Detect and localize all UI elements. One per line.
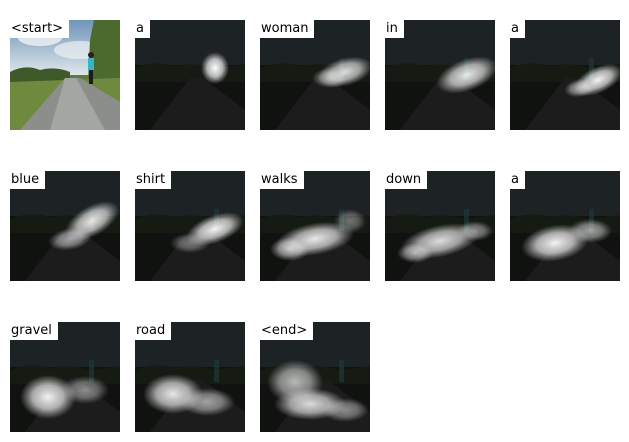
panel-image bbox=[510, 20, 620, 130]
panel-image bbox=[10, 20, 120, 130]
panel-start: <start> bbox=[10, 20, 120, 130]
panel-down: down bbox=[385, 171, 495, 281]
panel-gravel: gravel bbox=[10, 322, 120, 432]
panel-road: road bbox=[135, 322, 245, 432]
panel-a-3: a bbox=[510, 171, 620, 281]
panel-word: walks bbox=[260, 171, 304, 189]
panel-word: road bbox=[135, 322, 172, 340]
panel-word: in bbox=[385, 20, 404, 38]
panel-end: <end> bbox=[260, 322, 370, 432]
panel-word: woman bbox=[260, 20, 315, 38]
panel-word: <end> bbox=[260, 322, 314, 340]
panel-word: a bbox=[510, 171, 525, 189]
panel-word: <start> bbox=[10, 20, 70, 38]
panel-word: down bbox=[385, 171, 428, 189]
panel-word: blue bbox=[10, 171, 46, 189]
panel-word: a bbox=[135, 20, 150, 38]
panel-image bbox=[135, 20, 245, 130]
panel-image bbox=[10, 171, 120, 281]
panel-image bbox=[510, 171, 620, 281]
panel-in: in bbox=[385, 20, 495, 130]
panel-a-1: a bbox=[135, 20, 245, 130]
panel-image bbox=[260, 20, 370, 130]
panel-word: shirt bbox=[135, 171, 172, 189]
panel-word: gravel bbox=[10, 322, 58, 340]
panel-woman: woman bbox=[260, 20, 370, 130]
panel-image bbox=[385, 20, 495, 130]
panel-blue: blue bbox=[10, 171, 120, 281]
panel-image bbox=[135, 322, 245, 432]
panel-walks: walks bbox=[260, 171, 370, 281]
panel-image bbox=[260, 322, 370, 432]
panel-shirt: shirt bbox=[135, 171, 245, 281]
panel-image bbox=[135, 171, 245, 281]
panel-a-2: a bbox=[510, 20, 620, 130]
panel-word: a bbox=[510, 20, 525, 38]
